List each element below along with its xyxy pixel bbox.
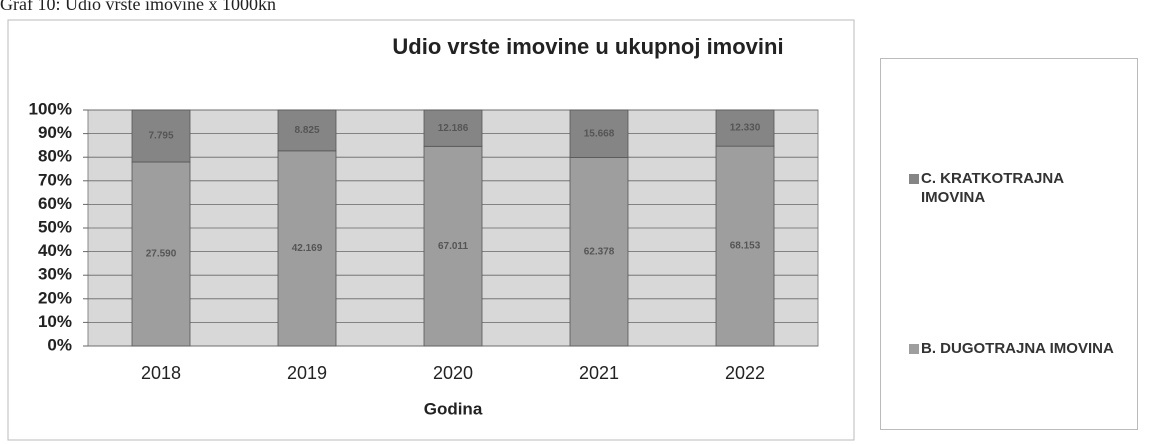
bar-segment <box>277 150 337 347</box>
bar-segment <box>715 145 775 347</box>
y-tick-label: 30% <box>38 265 72 284</box>
value-label: 27.590 <box>146 249 177 260</box>
y-tick-label: 60% <box>38 194 72 213</box>
y-tick-label: 40% <box>38 241 72 260</box>
bar-segment <box>569 109 629 158</box>
y-tick-label: 90% <box>38 123 72 142</box>
x-tick-label: 2022 <box>725 363 765 383</box>
x-tick-label: 2019 <box>287 363 327 383</box>
bar-segment <box>423 109 483 147</box>
x-axis-label: Godina <box>424 399 483 418</box>
x-tick-label: 2020 <box>433 363 473 383</box>
value-label: 12.186 <box>438 123 469 134</box>
value-label: 67.011 <box>438 241 468 252</box>
y-tick-label: 80% <box>38 147 72 166</box>
chart-title: Udio vrste imovine u ukupnoj imovini <box>392 34 783 59</box>
caption: Graf 10: Udio vrste imovine x 1000kn <box>0 0 276 14</box>
legend: C. KRATKOTRAJNA IMOVINA B. DUGOTRAJNA IMO… <box>880 58 1138 430</box>
x-tick-label: 2018 <box>141 363 181 383</box>
bar-segment <box>569 156 629 347</box>
legend-swatch <box>909 344 919 354</box>
legend-label: B. DUGOTRAJNA IMOVINA <box>921 340 1114 357</box>
bar-segment <box>131 109 191 163</box>
value-label: 7.795 <box>148 131 173 142</box>
x-tick-label: 2021 <box>579 363 619 383</box>
value-label: 42.169 <box>292 243 323 254</box>
y-tick-label: 20% <box>38 288 72 307</box>
y-tick-label: 100% <box>29 99 72 118</box>
value-label: 8.825 <box>294 125 319 136</box>
bar-segment <box>131 161 191 347</box>
legend-swatch <box>909 174 919 184</box>
y-tick-label: 0% <box>47 335 72 354</box>
bar-segment <box>277 109 337 152</box>
value-label: 15.668 <box>584 128 615 139</box>
value-label: 62.378 <box>584 246 615 257</box>
y-tick-label: 70% <box>38 170 72 189</box>
legend-label: C. KRATKOTRAJNA IMOVINA <box>921 170 1064 206</box>
y-tick-label: 50% <box>38 217 72 236</box>
value-label: 12.330 <box>730 123 761 134</box>
bar-segment <box>715 109 775 147</box>
value-label: 68.153 <box>730 241 761 252</box>
bar-segment <box>423 145 483 347</box>
chart-frame <box>7 19 855 441</box>
y-tick-label: 10% <box>38 312 72 331</box>
